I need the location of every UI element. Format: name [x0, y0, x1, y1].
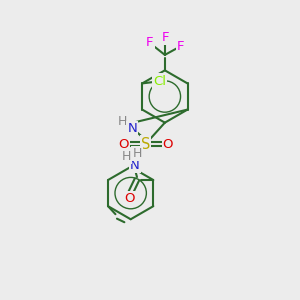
- Text: S: S: [141, 136, 150, 152]
- Text: F: F: [162, 31, 169, 44]
- Text: F: F: [146, 36, 154, 49]
- Text: Cl: Cl: [153, 74, 166, 88]
- Text: O: O: [118, 138, 128, 151]
- Text: H: H: [122, 150, 131, 163]
- Text: N: N: [127, 122, 137, 135]
- Text: N: N: [130, 159, 140, 172]
- Text: H: H: [132, 147, 142, 161]
- Text: F: F: [177, 40, 184, 53]
- Text: H: H: [118, 115, 127, 128]
- Text: O: O: [163, 138, 173, 151]
- Text: O: O: [124, 192, 135, 205]
